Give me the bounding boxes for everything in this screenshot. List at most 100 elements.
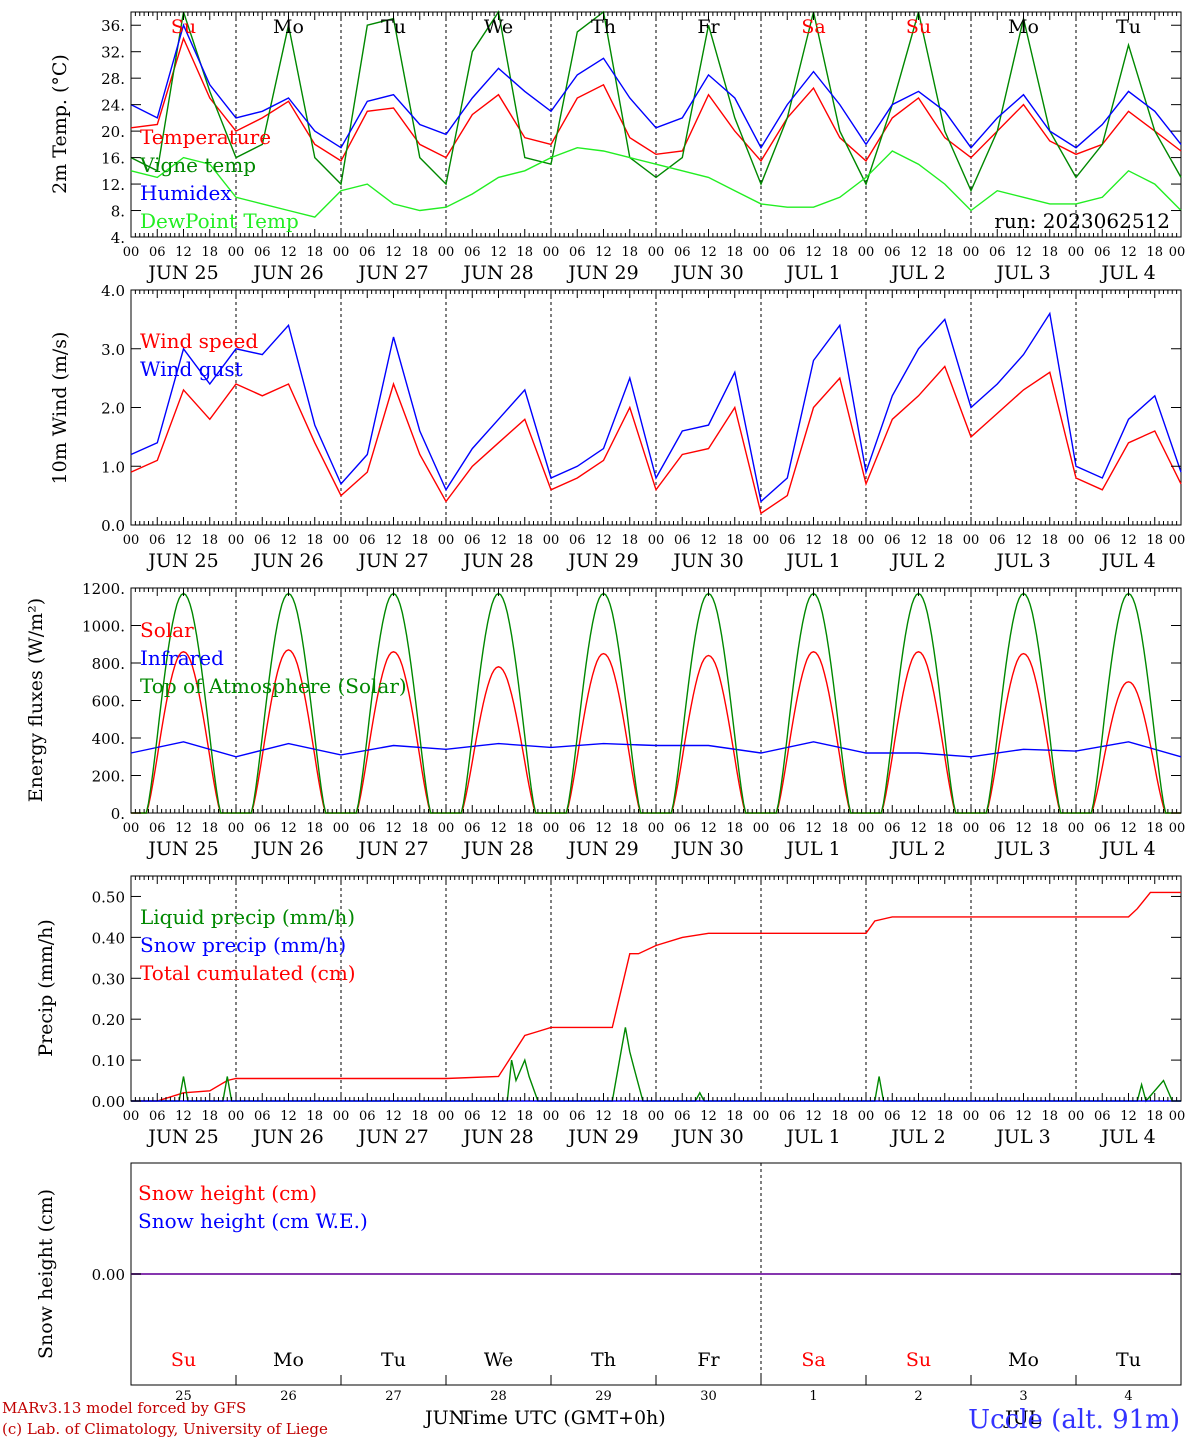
y-tick-label: 400. bbox=[92, 730, 125, 748]
hour-tick-label: 00 bbox=[438, 533, 455, 548]
y-tick-label: 8. bbox=[111, 203, 125, 221]
hour-tick-label: 18 bbox=[411, 245, 428, 260]
hour-tick-label: 06 bbox=[464, 821, 481, 836]
hour-tick-label: 06 bbox=[569, 1109, 586, 1124]
hour-tick-label: 18 bbox=[201, 1109, 218, 1124]
legend-infrared: Infrared bbox=[140, 646, 224, 670]
footer-credit-note: (c) Lab. of Climatology, University of L… bbox=[2, 1420, 328, 1438]
panel-temperature: 4. 8. 12. 16. 20. 24. 28. 32. 36. 00 06 12 18 JUN 25… bbox=[49, 10, 1185, 284]
panel-precip-xticks: 00 06 12 18 JUN 25 00 06 12 18 JUN 26 00 06 12 18 JUN … bbox=[123, 876, 1186, 1148]
hour-tick-label: 00 bbox=[648, 533, 665, 548]
hour-tick-label: 18 bbox=[831, 1109, 848, 1124]
day-number-label: 25 bbox=[175, 1389, 192, 1404]
hour-tick-label: 06 bbox=[464, 533, 481, 548]
legend-solar: Solar bbox=[140, 618, 194, 642]
y-tick-label: 32. bbox=[101, 44, 125, 62]
hour-tick-label: 06 bbox=[884, 533, 901, 548]
hour-tick-label: 12 bbox=[490, 245, 507, 260]
date-tick-label: JUN 27 bbox=[356, 1126, 428, 1148]
hour-tick-label: 12 bbox=[385, 533, 402, 548]
hour-tick-label: 00 bbox=[228, 821, 245, 836]
hour-tick-label: 00 bbox=[543, 1109, 560, 1124]
day-name-label: Fr bbox=[697, 16, 720, 38]
day-name-label: We bbox=[484, 1349, 513, 1371]
day-number-label: 29 bbox=[595, 1389, 612, 1404]
legend-total-cumulated: Total cumulated (cm) bbox=[140, 961, 356, 985]
y-tick-label: 0. bbox=[111, 805, 125, 823]
hour-tick-label: 00 bbox=[1068, 821, 1085, 836]
y-tick-label: 0.30 bbox=[92, 970, 125, 988]
hour-tick-label: 12 bbox=[805, 245, 822, 260]
footer-month-right: JUL bbox=[1003, 1407, 1042, 1429]
hour-tick-label: 00 bbox=[648, 1109, 665, 1124]
legend-snow-height-we: Snow height (cm W.E.) bbox=[138, 1209, 368, 1233]
hour-tick-label: 00 bbox=[438, 821, 455, 836]
y-tick-label: 3.0 bbox=[101, 341, 125, 359]
y-tick-label: 20. bbox=[101, 123, 125, 141]
day-name-label: Tu bbox=[1116, 16, 1141, 38]
hour-tick-label: 18 bbox=[1041, 821, 1058, 836]
hour-tick-label: 18 bbox=[621, 245, 638, 260]
date-tick-label: JUN 28 bbox=[461, 1126, 533, 1148]
y-tick-label: 28. bbox=[101, 70, 125, 88]
y-tick-label: 0.40 bbox=[92, 929, 125, 947]
hour-tick-label: 00 bbox=[1169, 1109, 1186, 1124]
date-tick-label: JUN 25 bbox=[146, 262, 218, 284]
hour-tick-label: 12 bbox=[280, 533, 297, 548]
hour-tick-label: 18 bbox=[306, 821, 323, 836]
hour-tick-label: 06 bbox=[674, 245, 691, 260]
panel-temperature-xticks: 00 06 12 18 JUN 25 00 06 12 18 JUN 26 00 06 12 18 JUN … bbox=[123, 12, 1185, 284]
hour-tick-label: 00 bbox=[228, 245, 245, 260]
hour-tick-label: 12 bbox=[700, 1109, 717, 1124]
hour-tick-label: 12 bbox=[700, 245, 717, 260]
hour-tick-label: 18 bbox=[936, 245, 953, 260]
date-tick-label: JUN 30 bbox=[671, 838, 743, 860]
y-tick-label: 200. bbox=[92, 768, 125, 786]
hour-tick-label: 06 bbox=[149, 821, 166, 836]
date-tick-label: JUL 2 bbox=[889, 550, 945, 572]
hour-tick-label: 12 bbox=[175, 533, 192, 548]
hour-tick-label: 00 bbox=[648, 821, 665, 836]
hour-tick-label: 06 bbox=[989, 821, 1006, 836]
day-number-label: 28 bbox=[490, 1389, 507, 1404]
hour-tick-label: 12 bbox=[910, 821, 927, 836]
hour-tick-label: 06 bbox=[254, 1109, 271, 1124]
date-tick-label: JUN 29 bbox=[566, 262, 638, 284]
date-tick-label: JUN 25 bbox=[146, 550, 218, 572]
y-tick-label: 1000. bbox=[82, 618, 125, 636]
hour-tick-label: 18 bbox=[831, 821, 848, 836]
hour-tick-label: 18 bbox=[1041, 1109, 1058, 1124]
y-tick-label: 800. bbox=[92, 655, 125, 673]
y-tick-label: 0.10 bbox=[92, 1052, 125, 1070]
legend-toa-solar: Top of Atmosphere (Solar) bbox=[140, 674, 407, 698]
legend-vigne-temp: Vigne temp bbox=[139, 153, 256, 177]
date-tick-label: JUN 29 bbox=[566, 838, 638, 860]
hour-tick-label: 18 bbox=[201, 533, 218, 548]
panel-energy-ylabel: Energy fluxes (W/m²) bbox=[25, 598, 47, 802]
date-tick-label: JUL 4 bbox=[1099, 838, 1155, 860]
day-number-label: 4 bbox=[1124, 1389, 1132, 1404]
hour-tick-label: 06 bbox=[989, 533, 1006, 548]
hour-tick-label: 00 bbox=[438, 245, 455, 260]
date-tick-label: JUN 25 bbox=[146, 1126, 218, 1148]
hour-tick-label: 18 bbox=[411, 821, 428, 836]
hour-tick-label: 00 bbox=[123, 533, 140, 548]
panel-temperature-frame bbox=[130, 11, 1182, 238]
hour-tick-label: 00 bbox=[543, 533, 560, 548]
date-tick-label: JUN 27 bbox=[356, 262, 428, 284]
hour-tick-label: 00 bbox=[858, 821, 875, 836]
series-line-wind-speed bbox=[130, 365, 1182, 515]
hour-tick-label: 06 bbox=[464, 245, 481, 260]
hour-tick-label: 06 bbox=[1094, 821, 1111, 836]
hour-tick-label: 06 bbox=[1094, 533, 1111, 548]
panel-snow-xticks bbox=[130, 1375, 1182, 1385]
hour-tick-label: 00 bbox=[753, 533, 770, 548]
hour-tick-label: 18 bbox=[726, 245, 743, 260]
hour-tick-label: 06 bbox=[464, 1109, 481, 1124]
legend-snow-precip: Snow precip (mm/h) bbox=[140, 933, 346, 957]
y-tick-label: 16. bbox=[101, 150, 125, 168]
hour-tick-label: 06 bbox=[674, 1109, 691, 1124]
panel-precip-yticks: 0.00 0.10 0.20 0.30 0.40 0.50 bbox=[92, 888, 1181, 1111]
panel-precip-grid bbox=[235, 876, 1077, 1101]
